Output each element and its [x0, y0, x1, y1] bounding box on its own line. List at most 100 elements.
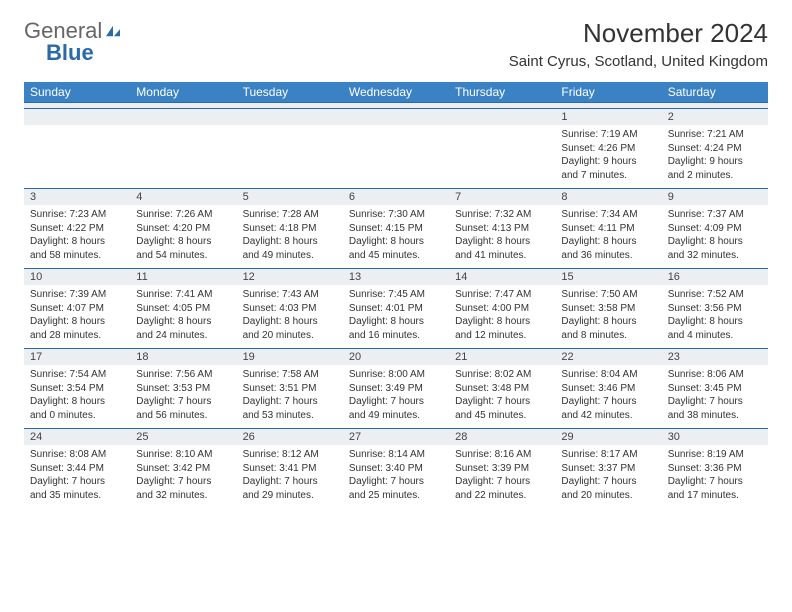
day-content: Sunrise: 8:17 AMSunset: 3:37 PMDaylight:…: [555, 445, 661, 508]
sunrise-text: Sunrise: 7:41 AM: [136, 288, 230, 302]
logo-text-2: Blue: [46, 40, 94, 66]
sunset-text: Sunset: 4:01 PM: [349, 302, 443, 316]
daylight-text: Daylight: 7 hours and 56 minutes.: [136, 395, 230, 422]
calendar-day-cell: 2Sunrise: 7:21 AMSunset: 4:24 PMDaylight…: [662, 109, 768, 189]
sunset-text: Sunset: 3:36 PM: [668, 462, 762, 476]
day-content: Sunrise: 7:45 AMSunset: 4:01 PMDaylight:…: [343, 285, 449, 348]
daylight-text: Daylight: 7 hours and 17 minutes.: [668, 475, 762, 502]
calendar-day-cell: 16Sunrise: 7:52 AMSunset: 3:56 PMDayligh…: [662, 269, 768, 349]
calendar-week-row: 17Sunrise: 7:54 AMSunset: 3:54 PMDayligh…: [24, 349, 768, 429]
calendar-day-cell: 29Sunrise: 8:17 AMSunset: 3:37 PMDayligh…: [555, 429, 661, 509]
daylight-text: Daylight: 8 hours and 58 minutes.: [30, 235, 124, 262]
sunrise-text: Sunrise: 7:34 AM: [561, 208, 655, 222]
sunset-text: Sunset: 4:13 PM: [455, 222, 549, 236]
day-number: 20: [343, 349, 449, 365]
calendar-day-cell: 12Sunrise: 7:43 AMSunset: 4:03 PMDayligh…: [237, 269, 343, 349]
day-number-empty: [130, 109, 236, 125]
day-content: Sunrise: 8:14 AMSunset: 3:40 PMDaylight:…: [343, 445, 449, 508]
calendar-day-cell: 8Sunrise: 7:34 AMSunset: 4:11 PMDaylight…: [555, 189, 661, 269]
day-content: Sunrise: 7:54 AMSunset: 3:54 PMDaylight:…: [24, 365, 130, 428]
daylight-text: Daylight: 7 hours and 53 minutes.: [243, 395, 337, 422]
header: General November 2024 Saint Cyrus, Scotl…: [24, 18, 768, 70]
day-content-empty: [237, 125, 343, 177]
day-number: 30: [662, 429, 768, 445]
sunrise-text: Sunrise: 8:10 AM: [136, 448, 230, 462]
day-content: Sunrise: 7:56 AMSunset: 3:53 PMDaylight:…: [130, 365, 236, 428]
day-number: 27: [343, 429, 449, 445]
day-content: Sunrise: 7:28 AMSunset: 4:18 PMDaylight:…: [237, 205, 343, 268]
day-content: Sunrise: 8:00 AMSunset: 3:49 PMDaylight:…: [343, 365, 449, 428]
sunset-text: Sunset: 3:53 PM: [136, 382, 230, 396]
logo-sail-icon: [104, 24, 122, 38]
sunset-text: Sunset: 4:24 PM: [668, 142, 762, 156]
calendar-day-cell: 5Sunrise: 7:28 AMSunset: 4:18 PMDaylight…: [237, 189, 343, 269]
daylight-text: Daylight: 7 hours and 45 minutes.: [455, 395, 549, 422]
calendar-day-cell: 7Sunrise: 7:32 AMSunset: 4:13 PMDaylight…: [449, 189, 555, 269]
weekday-header: Wednesday: [343, 82, 449, 103]
sunset-text: Sunset: 4:03 PM: [243, 302, 337, 316]
location: Saint Cyrus, Scotland, United Kingdom: [509, 53, 768, 70]
day-number: 12: [237, 269, 343, 285]
day-number: 24: [24, 429, 130, 445]
calendar-body: 1Sunrise: 7:19 AMSunset: 4:26 PMDaylight…: [24, 103, 768, 509]
sunrise-text: Sunrise: 7:32 AM: [455, 208, 549, 222]
day-number: 15: [555, 269, 661, 285]
day-content: Sunrise: 7:21 AMSunset: 4:24 PMDaylight:…: [662, 125, 768, 188]
day-number: 26: [237, 429, 343, 445]
day-content: Sunrise: 8:06 AMSunset: 3:45 PMDaylight:…: [662, 365, 768, 428]
day-number: 2: [662, 109, 768, 125]
daylight-text: Daylight: 8 hours and 28 minutes.: [30, 315, 124, 342]
day-number: 14: [449, 269, 555, 285]
daylight-text: Daylight: 8 hours and 4 minutes.: [668, 315, 762, 342]
daylight-text: Daylight: 7 hours and 38 minutes.: [668, 395, 762, 422]
sunset-text: Sunset: 3:37 PM: [561, 462, 655, 476]
daylight-text: Daylight: 7 hours and 29 minutes.: [243, 475, 337, 502]
day-content: Sunrise: 7:52 AMSunset: 3:56 PMDaylight:…: [662, 285, 768, 348]
calendar-day-cell: 6Sunrise: 7:30 AMSunset: 4:15 PMDaylight…: [343, 189, 449, 269]
sunset-text: Sunset: 3:45 PM: [668, 382, 762, 396]
sunrise-text: Sunrise: 7:39 AM: [30, 288, 124, 302]
day-number: 16: [662, 269, 768, 285]
day-content-empty: [449, 125, 555, 177]
daylight-text: Daylight: 8 hours and 54 minutes.: [136, 235, 230, 262]
sunset-text: Sunset: 3:39 PM: [455, 462, 549, 476]
day-content: Sunrise: 7:34 AMSunset: 4:11 PMDaylight:…: [555, 205, 661, 268]
day-content: Sunrise: 7:37 AMSunset: 4:09 PMDaylight:…: [662, 205, 768, 268]
day-number: 21: [449, 349, 555, 365]
day-number: 6: [343, 189, 449, 205]
sunset-text: Sunset: 4:07 PM: [30, 302, 124, 316]
weekday-header: Friday: [555, 82, 661, 103]
daylight-text: Daylight: 8 hours and 20 minutes.: [243, 315, 337, 342]
sunrise-text: Sunrise: 7:19 AM: [561, 128, 655, 142]
day-number: 8: [555, 189, 661, 205]
calendar-day-cell: 20Sunrise: 8:00 AMSunset: 3:49 PMDayligh…: [343, 349, 449, 429]
calendar-day-cell: 3Sunrise: 7:23 AMSunset: 4:22 PMDaylight…: [24, 189, 130, 269]
day-number: 25: [130, 429, 236, 445]
day-content: Sunrise: 7:39 AMSunset: 4:07 PMDaylight:…: [24, 285, 130, 348]
day-content-empty: [130, 125, 236, 177]
daylight-text: Daylight: 7 hours and 42 minutes.: [561, 395, 655, 422]
sunrise-text: Sunrise: 7:52 AM: [668, 288, 762, 302]
calendar-day-cell: 22Sunrise: 8:04 AMSunset: 3:46 PMDayligh…: [555, 349, 661, 429]
calendar-day-cell: 1Sunrise: 7:19 AMSunset: 4:26 PMDaylight…: [555, 109, 661, 189]
sunset-text: Sunset: 3:46 PM: [561, 382, 655, 396]
day-content: Sunrise: 8:04 AMSunset: 3:46 PMDaylight:…: [555, 365, 661, 428]
sunset-text: Sunset: 4:18 PM: [243, 222, 337, 236]
sunrise-text: Sunrise: 8:12 AM: [243, 448, 337, 462]
sunrise-text: Sunrise: 7:56 AM: [136, 368, 230, 382]
sunset-text: Sunset: 4:26 PM: [561, 142, 655, 156]
sunrise-text: Sunrise: 7:26 AM: [136, 208, 230, 222]
day-number: 1: [555, 109, 661, 125]
sunset-text: Sunset: 4:09 PM: [668, 222, 762, 236]
day-content: Sunrise: 7:43 AMSunset: 4:03 PMDaylight:…: [237, 285, 343, 348]
day-content: Sunrise: 7:19 AMSunset: 4:26 PMDaylight:…: [555, 125, 661, 188]
sunrise-text: Sunrise: 7:30 AM: [349, 208, 443, 222]
daylight-text: Daylight: 9 hours and 7 minutes.: [561, 155, 655, 182]
calendar-day-cell: 27Sunrise: 8:14 AMSunset: 3:40 PMDayligh…: [343, 429, 449, 509]
calendar-day-cell: [449, 109, 555, 189]
day-content: Sunrise: 8:08 AMSunset: 3:44 PMDaylight:…: [24, 445, 130, 508]
daylight-text: Daylight: 7 hours and 22 minutes.: [455, 475, 549, 502]
day-number: 3: [24, 189, 130, 205]
sunrise-text: Sunrise: 8:17 AM: [561, 448, 655, 462]
calendar-day-cell: [237, 109, 343, 189]
